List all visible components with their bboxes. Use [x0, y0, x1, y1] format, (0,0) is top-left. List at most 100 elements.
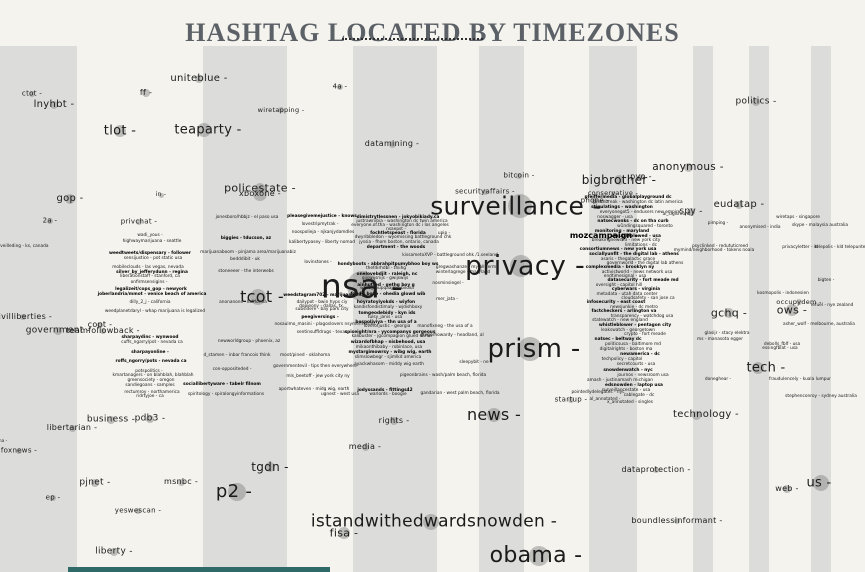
- hashtag-micro-label[interactable]: cablegate - dc: [623, 392, 655, 398]
- hashtag-micro-label[interactable]: debolls_fblf - usa: [763, 341, 801, 347]
- hashtag-micro-label[interactable]: sharpayonline -: [131, 349, 169, 355]
- hashtag-micro-label[interactable]: mer_jata -: [436, 296, 458, 302]
- hashtag-label[interactable]: 4a -: [332, 82, 348, 91]
- hashtag-micro-label[interactable]: sleepybit - ne: [459, 359, 489, 365]
- hashtag-label[interactable]: news -: [466, 405, 522, 424]
- hashtag-micro-label[interactable]: rectumroy - northamerica: [124, 389, 180, 395]
- hashtag-micro-label[interactable]: telepolis - kld telepunte: [814, 244, 865, 250]
- hashtag-micro-label[interactable]: transparency - watchdog usa: [610, 313, 674, 319]
- hashtag-micro-label[interactable]: weedplanetdaryl - whap marijuana is lega…: [104, 308, 206, 314]
- hashtag-micro-label[interactable]: skype - malaysia australia: [791, 222, 849, 228]
- hashtag-micro-label[interactable]: everyonegot5 - endusers new empire: [599, 209, 681, 215]
- hashtag-micro-label[interactable]: w1ndingsquared - toronto: [617, 223, 673, 229]
- hashtag-micro-label[interactable]: sensijustice - pot static usa: [123, 255, 183, 261]
- hashtag-micro-label[interactable]: digitalrights - boston ma: [599, 346, 653, 352]
- hashtag-label[interactable]: boundlessinformant -: [631, 516, 723, 525]
- hashtag-micro-label[interactable]: gijswijsriijs - gwijswijs: [361, 275, 409, 281]
- hashtag-micro-label[interactable]: bigten -: [817, 277, 835, 283]
- hashtag-micro-label[interactable]: whistleblower - pentagon city: [598, 322, 672, 328]
- hashtag-micro-label[interactable]: wadi_yous -: [137, 232, 163, 238]
- hashtag-label[interactable]: rights -: [378, 416, 410, 425]
- hashtag-label[interactable]: ff -: [139, 88, 153, 97]
- hashtag-micro-label[interactable]: governmentevil - tips then everywhere: [273, 363, 357, 369]
- hashtag-label[interactable]: istandwithedwardsnowden -: [310, 511, 558, 532]
- hashtag-micro-label[interactable]: wiretaps - singapore: [776, 214, 820, 220]
- hashtag-micro-label[interactable]: subsidere - bay park city: [295, 306, 349, 312]
- hashtag-label[interactable]: obama -: [489, 543, 583, 568]
- hashtag-micro-label[interactable]: noospolieja - njkanjydamdles: [291, 229, 355, 235]
- hashtag-micro-label[interactable]: datasecurity - fort meade md: [607, 277, 679, 283]
- hashtag-label[interactable]: nsa -: [320, 266, 404, 306]
- hashtag-micro-label[interactable]: ainhutted - gethg boy g: [357, 282, 415, 288]
- hashtag-micro-label[interactable]: fochtletspeast - florida: [370, 230, 426, 236]
- hashtag-label[interactable]: xboxone -: [239, 189, 281, 198]
- hashtag-micro-label[interactable]: tulsy_janis - usa: [367, 314, 403, 320]
- hashtag-label[interactable]: ep -: [45, 493, 61, 502]
- hashtag-micro-label[interactable]: dwyribbledon - wyomissing battleground c…: [354, 234, 452, 240]
- hashtag-label[interactable]: web -: [775, 484, 799, 493]
- hashtag-micro-label[interactable]: silver_by_jefferydunn - regina: [116, 269, 188, 275]
- hashtag-label[interactable]: policestate -: [224, 181, 296, 195]
- hashtag-micro-label[interactable]: mymind/neighborhood - tokens noala: [673, 247, 755, 253]
- hashtag-micro-label[interactable]: leakswatch - georgetown: [600, 327, 656, 333]
- hashtag-label[interactable]: teaparty -: [174, 122, 242, 138]
- hashtag-micro-label[interactable]: sandiegoans - samples: [125, 382, 175, 388]
- hashtag-micro-label[interactable]: governworld - the digital lab athens: [606, 260, 684, 266]
- hashtag-micro-label[interactable]: hondyboots - abbrahpitpumybhoo boy ws: [337, 261, 439, 267]
- hashtag-micro-label[interactable]: con-oppositeded -: [212, 366, 252, 372]
- hashtag-micro-label[interactable]: hoyratoyiyokds - wiyfon: [356, 299, 416, 305]
- hashtag-micro-label[interactable]: moot/pined - oklahoma: [280, 352, 330, 358]
- hashtag-micro-label[interactable]: whiis_soupqaajm - biloxa: [360, 285, 414, 291]
- hashtag-micro-label[interactable]: snowdenwatch - nyc: [603, 367, 653, 373]
- hashtag-label[interactable]: business -: [86, 414, 136, 425]
- hashtag-label[interactable]: bitcoin -: [503, 171, 535, 180]
- hashtag-micro-label[interactable]: department - the woods: [366, 244, 426, 250]
- hashtag-label[interactable]: tlot -: [103, 123, 137, 139]
- hashtag-micro-label[interactable]: asher_wolf - melbourne, australia: [783, 321, 855, 327]
- hashtag-micro-label[interactable]: natsec - beltway dc: [594, 336, 642, 342]
- hashtag-micro-label[interactable]: mozcampaign -: [569, 231, 639, 240]
- hashtag-label[interactable]: tgdn -: [251, 460, 289, 474]
- hashtag-label[interactable]: 2a -: [42, 216, 58, 225]
- hashtag-micro-label[interactable]: d_stamen - inbar francois think: [203, 352, 271, 358]
- hashtag-micro-label[interactable]: anonanons - kalifornia: [219, 299, 267, 305]
- hashtag-micro-label[interactable]: pleasegivemejustice - knows: [287, 213, 357, 219]
- hashtag-label[interactable]: anonymous -: [652, 160, 724, 173]
- hashtag-micro-label[interactable]: doneghear -: [704, 376, 732, 382]
- hashtag-micro-label[interactable]: roffs_ngorry/pots - nevada ca: [115, 358, 187, 364]
- hashtag-micro-label[interactable]: weedstagram702 - marijuana city: [283, 292, 365, 298]
- hashtag-micro-label[interactable]: spiseight/nra - yycompanys gorgeous: [344, 329, 436, 335]
- hashtag-label[interactable]: prism -: [487, 334, 581, 364]
- hashtag-label[interactable]: privacy -: [464, 250, 586, 282]
- hashtag-label[interactable]: conservative -: [587, 188, 639, 197]
- hashtag-micro-label[interactable]: sentinsuffldrugs - texas: [296, 329, 348, 335]
- hashtag-micro-label[interactable]: anonymised - india: [739, 224, 781, 230]
- hashtag-micro-label[interactable]: privacyletter - id: [782, 244, 818, 250]
- hashtag-micro-label[interactable]: fandy_boxe - ohedia glowd wib: [350, 291, 426, 297]
- hashtag-micro-label[interactable]: activistworld - news network usa: [601, 269, 673, 275]
- hashtag-micro-label[interactable]: edsnowden - laptop usa: [605, 382, 663, 388]
- hashtag-micro-label[interactable]: asaris - thegalactic grace: [600, 256, 656, 262]
- hashtag-micro-label[interactable]: justrawriibia - washington dc twin ameri…: [356, 218, 448, 224]
- hashtag-label[interactable]: msnbc -: [163, 477, 199, 486]
- hashtag-label[interactable]: pyo -: [630, 172, 652, 181]
- hashtag-micro-label[interactable]: newamerica - dc: [620, 351, 660, 357]
- hashtag-label[interactable]: dataprotection -: [621, 465, 691, 474]
- hashtag-micro-label[interactable]: kalibuster - jgcompagion glued darlur: [351, 333, 433, 339]
- hashtag-micro-label[interactable]: upip -: [437, 230, 451, 236]
- hashtag-label[interactable]: privchat -: [120, 217, 158, 226]
- hashtag-micro-label[interactable]: winterlagrege - maryland: [435, 269, 491, 275]
- hashtag-label[interactable]: in -: [155, 191, 167, 198]
- hashtag-micro-label[interactable]: surveillancestate - usa: [601, 387, 651, 393]
- hashtag-micro-label[interactable]: joberlandria/mmot - venice beach of amer…: [97, 291, 207, 297]
- hashtag-micro-label[interactable]: kmartanagers - on blahblah, blahblah: [112, 372, 194, 378]
- hashtag-micro-label[interactable]: ridrtyjoe - ca: [136, 393, 164, 399]
- hashtag-label[interactable]: gop -: [56, 193, 84, 204]
- hashtag-micro-label[interactable]: factcheckers - arlington va: [591, 308, 657, 314]
- hashtag-micro-label[interactable]: onelovebdjit - raleigh, nc: [356, 271, 418, 277]
- hashtag-label[interactable]: lnyhbt -: [33, 99, 75, 110]
- hashtag-micro-label[interactable]: kosmopolis - indonesien: [757, 290, 809, 296]
- hashtag-label[interactable]: tech -: [746, 360, 786, 376]
- hashtag-micro-label[interactable]: marijuanaboom - pinjama area/marijuanabi…: [200, 249, 296, 255]
- hashtag-label[interactable]: surveillance -: [430, 191, 602, 221]
